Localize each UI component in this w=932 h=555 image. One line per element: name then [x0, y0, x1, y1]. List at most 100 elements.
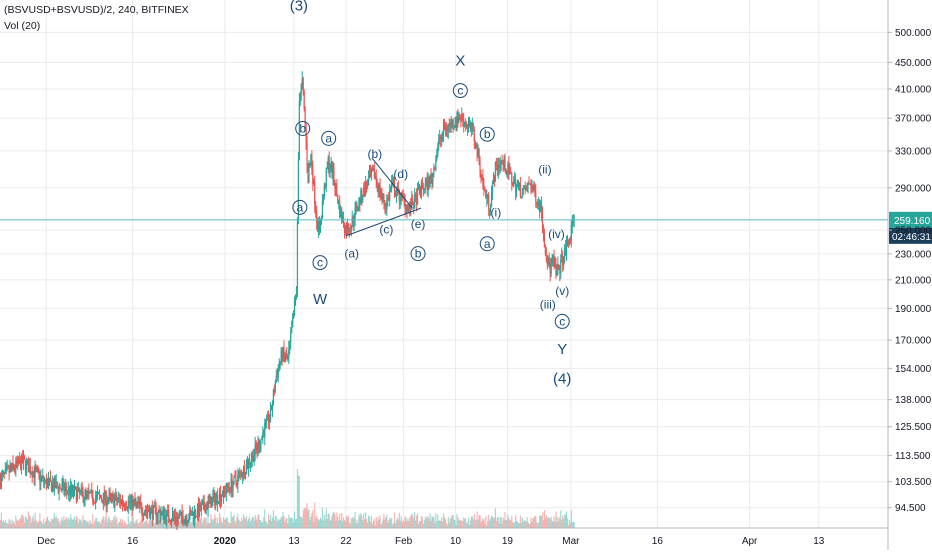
- volume-bar: [487, 520, 489, 528]
- volume-bar: [38, 521, 40, 528]
- x-tick-label: 13: [813, 536, 825, 547]
- volume-bar: [245, 516, 248, 528]
- candle-body: [426, 180, 428, 191]
- volume-bar: [1, 521, 4, 528]
- volume-bar: [161, 522, 163, 528]
- candle-body: [268, 418, 271, 423]
- volume-bar: [124, 522, 127, 528]
- candle-body: [381, 196, 383, 198]
- volume-bar: [8, 518, 10, 528]
- candle-body: [80, 488, 82, 491]
- candle-body: [510, 170, 512, 174]
- candle-body: [528, 182, 530, 184]
- volume-bar: [385, 517, 387, 528]
- candle-body: [144, 510, 147, 513]
- volume-bar: [194, 519, 197, 528]
- candle-body: [383, 194, 385, 204]
- volume-bar: [361, 515, 363, 528]
- candle-body: [312, 168, 314, 185]
- volume-bar: [435, 513, 437, 528]
- volume-bar: [460, 520, 462, 528]
- candle-body: [127, 500, 129, 508]
- volume-bar: [316, 515, 318, 528]
- candle-body: [142, 512, 144, 516]
- candle-body: [164, 514, 166, 520]
- candle-body: [291, 327, 293, 333]
- volume-bar: [248, 516, 250, 528]
- candle-body: [361, 190, 363, 201]
- candle-body: [218, 502, 220, 504]
- candle-body: [549, 265, 551, 274]
- volume-bar: [488, 514, 490, 528]
- volume-bar: [113, 517, 115, 528]
- candle-body: [428, 178, 430, 188]
- volume-bar: [199, 518, 201, 528]
- volume-bar: [538, 522, 540, 528]
- candle-body: [24, 459, 27, 471]
- volume-bar: [515, 520, 518, 528]
- candle-body: [345, 228, 348, 235]
- candle-body: [139, 502, 141, 505]
- volume-bar: [459, 519, 461, 528]
- volume-bar: [146, 521, 149, 528]
- candle-body: [226, 483, 228, 491]
- volume-bar: [565, 511, 568, 528]
- candle-body: [256, 448, 258, 451]
- volume-bar: [31, 518, 33, 528]
- volume-bar: [417, 523, 420, 528]
- volume-bar: [196, 513, 199, 528]
- candle-body: [400, 193, 402, 201]
- volume-bar: [28, 515, 30, 528]
- volume-bar: [265, 521, 267, 528]
- candle-body: [423, 189, 425, 191]
- candle-body: [495, 162, 497, 165]
- volume-bar: [338, 520, 340, 528]
- symbol-title[interactable]: (BSVUSD+BSVUSD)/2, 240, BITFINEX: [4, 4, 189, 16]
- volume-bar: [58, 521, 60, 528]
- candle-body: [503, 158, 505, 166]
- volume-bar: [527, 521, 529, 528]
- volume-bar: [269, 514, 272, 528]
- x-tick-label: 13: [289, 536, 301, 547]
- candle-body: [272, 389, 275, 404]
- candle-body: [561, 255, 563, 260]
- candle-body: [77, 487, 79, 491]
- candle-body: [444, 127, 447, 131]
- volume-bar: [29, 516, 31, 528]
- candle-body: [545, 253, 547, 261]
- candle-body: [44, 481, 46, 483]
- candle-body: [333, 168, 335, 181]
- volume-bar: [497, 517, 499, 528]
- candle-body: [568, 239, 571, 243]
- candle-body: [397, 188, 399, 190]
- volume-bar: [62, 520, 64, 528]
- volume-bar: [144, 521, 147, 528]
- candle-body: [23, 457, 26, 460]
- candle-body: [261, 436, 263, 440]
- candle-body: [88, 491, 90, 493]
- volume-bar: [172, 521, 175, 528]
- candle-body: [248, 460, 250, 465]
- candle-body: [209, 496, 211, 501]
- volume-bar: [125, 524, 127, 528]
- candle-body: [151, 507, 153, 519]
- countdown-value: 02:46:31: [892, 232, 931, 243]
- volume-bar: [539, 515, 542, 528]
- volume-indicator-label[interactable]: Vol (20): [4, 20, 41, 32]
- candle-body: [398, 189, 400, 202]
- candle-body: [408, 206, 410, 208]
- volume-bar: [552, 521, 554, 528]
- volume-bar: [422, 523, 424, 528]
- wave-label: b: [415, 247, 422, 261]
- volume-bar: [420, 516, 423, 528]
- volume-bar: [52, 518, 54, 528]
- candle-body: [174, 516, 176, 520]
- candle-body: [344, 228, 347, 234]
- candle-body: [378, 185, 380, 193]
- volume-bar: [370, 516, 373, 528]
- candle-body: [526, 185, 528, 191]
- volume-bar: [207, 513, 209, 528]
- volume-bar: [107, 518, 109, 528]
